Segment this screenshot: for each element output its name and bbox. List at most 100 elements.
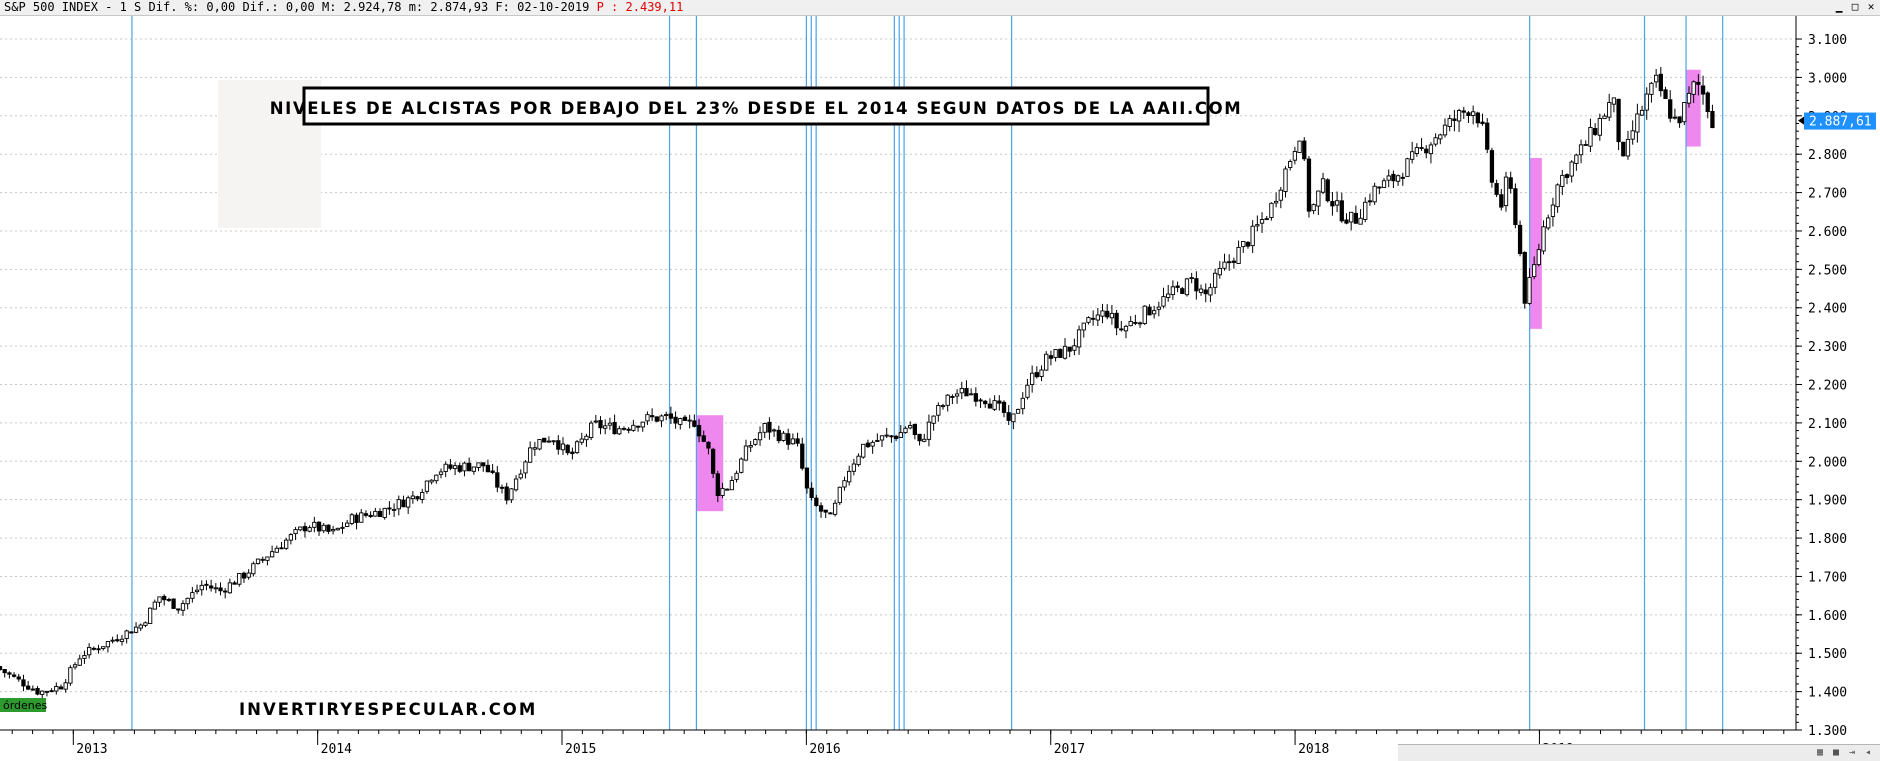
candle-body [241, 572, 247, 579]
candle-body [218, 587, 223, 592]
minimize-button[interactable]: ▁ [1832, 1, 1846, 13]
candle-body [1442, 124, 1448, 136]
candle-body [842, 480, 847, 488]
candle-body [1250, 225, 1255, 247]
restore-button[interactable]: □ [1848, 1, 1862, 13]
candle-body [1649, 82, 1654, 95]
sp500-chart[interactable]: 1.300 1.400 1.500 1.600 1.700 1.800 1.900 2.000… [0, 16, 1880, 760]
candle-body [1653, 74, 1659, 83]
candle-body [931, 415, 936, 424]
y-tick-label: 3.000 [1808, 71, 1847, 86]
candle-body [1377, 186, 1382, 189]
orders-tag[interactable]: órdenes [0, 698, 48, 712]
candle-body [1123, 325, 1129, 332]
candle-body [1363, 201, 1368, 220]
candle-body [452, 465, 458, 469]
candle-body [1597, 118, 1602, 136]
candle-body [1180, 288, 1185, 294]
candle-body [124, 630, 129, 639]
candle-body [227, 582, 233, 594]
candle-body [420, 491, 425, 500]
candle-body [889, 435, 894, 438]
candle-body [725, 488, 730, 491]
candle-body [828, 512, 833, 515]
candle-body [992, 400, 997, 410]
candle-body [1489, 150, 1495, 183]
candle-body [1367, 200, 1373, 203]
candle-body [307, 527, 312, 532]
dif-value: 0,00 [285, 0, 315, 14]
candle-body [481, 462, 486, 467]
candle-body [1109, 312, 1115, 319]
candle-body [312, 521, 317, 528]
candle-body [434, 474, 439, 482]
candle-body [1480, 121, 1485, 125]
dif-pct-value: 0,00 [206, 0, 236, 14]
candle-body [729, 480, 735, 491]
candle-body [776, 429, 781, 442]
candle-body [1001, 401, 1007, 413]
candle-body [110, 639, 115, 642]
candle-body [570, 451, 575, 455]
candle-body [1259, 219, 1265, 224]
y-tick-label: 2.200 [1808, 379, 1847, 394]
min-label: m: [408, 0, 424, 14]
candle-body [1184, 278, 1190, 296]
close-button[interactable]: ✕ [1864, 1, 1878, 13]
candle-body [96, 648, 101, 651]
candle-body [490, 470, 495, 473]
watermark: INVERTIRYESPECULAR.COM [239, 700, 537, 719]
candle-body [1076, 329, 1082, 348]
candle-body [710, 448, 716, 474]
candle-body [1452, 118, 1457, 121]
scroll-icon[interactable]: ◂ [1864, 747, 1872, 758]
candle-body [551, 440, 556, 443]
orders-tag-label: órdenes [3, 699, 48, 712]
candle-body [495, 472, 500, 488]
candle-body [1630, 130, 1635, 140]
candle-body [162, 595, 167, 601]
candle-body [593, 420, 598, 423]
candle-body [1414, 147, 1419, 154]
candle-body [1621, 141, 1626, 157]
candle-body [659, 415, 664, 422]
candle-body [180, 603, 186, 611]
candle-body [171, 598, 176, 609]
candle-body [1311, 204, 1316, 212]
candle-body [1705, 92, 1710, 113]
candle-body [1410, 151, 1415, 160]
bottom-toolbar: ▦ ■ ⇥ ◂ [1398, 744, 1880, 761]
candle-body [542, 437, 547, 443]
candle-body [1550, 204, 1556, 217]
candle-body [523, 461, 528, 474]
save-icon[interactable]: ■ [1832, 747, 1840, 758]
candle-body [973, 393, 978, 402]
candle-body [1306, 158, 1312, 212]
candle-body [1297, 140, 1302, 154]
candle-body [265, 556, 270, 561]
candle-body [1053, 349, 1058, 358]
candle-body [1663, 89, 1668, 99]
candle-body [457, 465, 462, 472]
y-tick-label: 3.100 [1808, 33, 1847, 48]
candle-body [1456, 110, 1462, 122]
candle-body [147, 607, 153, 624]
x-tick-label: 2015 [565, 742, 596, 757]
candle-body [321, 524, 326, 532]
grid-icon[interactable]: ▦ [1816, 747, 1824, 758]
candle-body [1203, 289, 1208, 295]
candle-body [832, 502, 838, 515]
candle-body [208, 585, 214, 589]
last-price-value: 2.887,61 [1809, 115, 1872, 130]
candle-body [1400, 176, 1405, 179]
candle-body [546, 440, 552, 443]
candle-body [1395, 175, 1401, 182]
candle-body [706, 441, 711, 449]
candle-body [1334, 200, 1340, 206]
candle-body [823, 509, 828, 513]
candle-body [223, 590, 228, 593]
arrow-icon[interactable]: ⇥ [1848, 747, 1856, 758]
candle-body [401, 499, 406, 508]
candle-body [607, 422, 613, 426]
candle-body [16, 676, 21, 680]
